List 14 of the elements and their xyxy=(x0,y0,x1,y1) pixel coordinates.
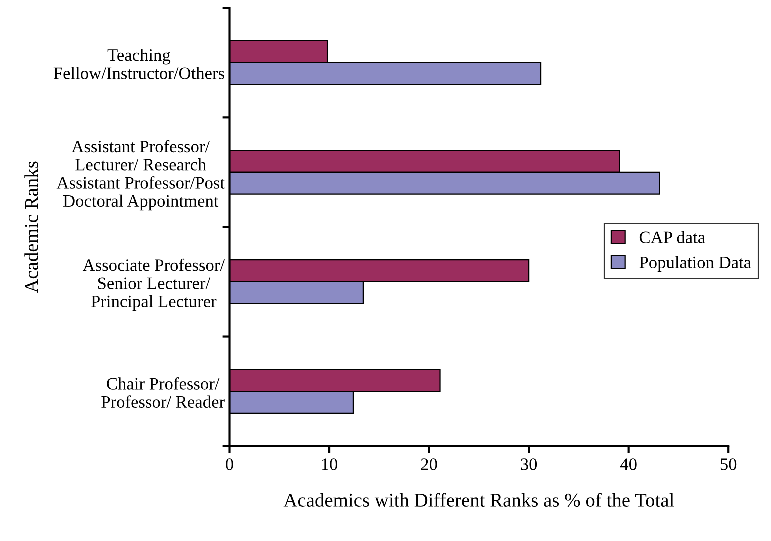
x-tick-label: 0 xyxy=(226,458,234,470)
y-axis-title: Academic Ranks xyxy=(24,162,38,294)
y-tick-label: Chair Professor/ Professor/ Reader xyxy=(102,377,225,408)
legend-label: Population Data xyxy=(640,256,752,272)
y-tick-label: Assistant Professor/ Lecturer/ Research Assistant Professor/Post Doctoral Appointment xyxy=(56,140,225,211)
x-tick-label: 40 xyxy=(620,458,637,470)
y-tick-label: Teaching Fellow/Instructor/Others xyxy=(54,48,224,80)
y-tick-label: Associate Professor/ Senior Lecturer/ Principal Lecturer xyxy=(82,258,226,312)
x-tick-label: 30 xyxy=(521,458,538,470)
legend-label: CAP data xyxy=(640,231,706,244)
x-tick-label: 20 xyxy=(421,458,438,470)
x-tick-label: 10 xyxy=(322,458,338,470)
x-tick-label: 50 xyxy=(720,458,737,470)
x-axis-title: Academics with Different Ranks as % of the Total xyxy=(284,493,674,508)
